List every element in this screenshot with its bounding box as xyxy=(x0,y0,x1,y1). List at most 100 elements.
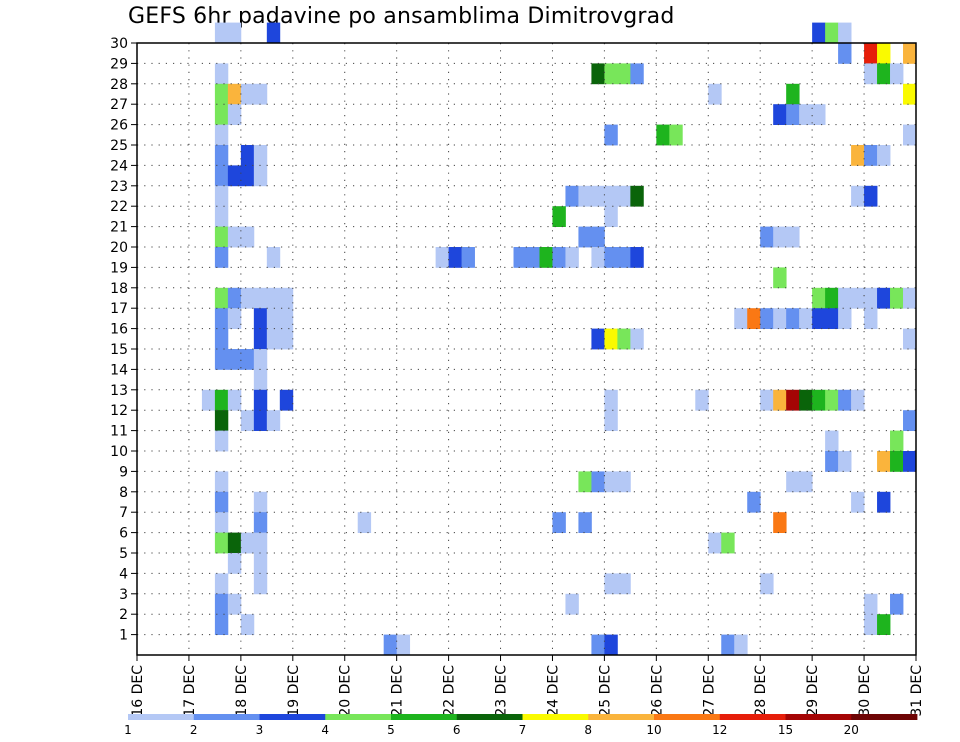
heatmap-cell xyxy=(253,389,268,411)
y-tick-label: 22 xyxy=(110,199,128,215)
y-tick-label: 12 xyxy=(110,403,128,419)
heatmap-cell xyxy=(591,634,605,656)
heatmap-cell xyxy=(617,471,631,493)
heatmap-cell xyxy=(669,124,683,146)
heatmap-cell xyxy=(812,389,826,411)
heatmap-cell xyxy=(253,165,268,187)
x-tick-label: 22 DEC xyxy=(442,665,458,717)
heatmap-cell xyxy=(630,247,644,268)
y-tick-label: 3 xyxy=(119,587,128,603)
heatmap-cell xyxy=(604,471,618,493)
heatmap-cell xyxy=(630,185,644,207)
heatmap-cell xyxy=(604,410,618,431)
x-tick-label: 21 DEC xyxy=(390,665,406,717)
heatmap-cell xyxy=(578,471,592,493)
y-tick-label: 4 xyxy=(119,566,128,582)
heatmap-cell xyxy=(227,165,242,187)
heatmap-cell xyxy=(240,226,255,248)
heatmap-cell xyxy=(266,410,281,431)
heatmap-cell xyxy=(773,226,787,248)
colorbar-label: 4 xyxy=(321,723,329,737)
heatmap-cell xyxy=(825,22,839,44)
heatmap-cell xyxy=(227,308,242,329)
heatmap-cell xyxy=(864,593,878,615)
colorbar-label: 7 xyxy=(519,723,527,737)
heatmap-cell xyxy=(851,185,865,207)
heatmap-cell xyxy=(214,104,229,125)
colorbar-swatch xyxy=(719,714,786,720)
heatmap-cell xyxy=(552,247,566,268)
heatmap-cell xyxy=(786,83,800,105)
heatmap-cell xyxy=(786,226,800,248)
heatmap-cell xyxy=(253,369,268,391)
heatmap-cell xyxy=(877,43,891,64)
heatmap-cell xyxy=(214,22,229,44)
heatmap-cell xyxy=(890,451,904,472)
heatmap-cell xyxy=(825,308,839,329)
heatmap-cell xyxy=(214,593,229,615)
heatmap-cell xyxy=(799,308,813,329)
heatmap-cell xyxy=(864,63,878,85)
heatmap-cell xyxy=(253,287,268,309)
heatmap-cell xyxy=(617,247,631,268)
colorbar-swatch xyxy=(193,714,260,720)
heatmap-cell xyxy=(578,512,592,533)
heatmap-cell xyxy=(760,226,774,248)
heatmap-cell xyxy=(435,247,449,268)
y-tick-label: 14 xyxy=(110,362,128,378)
heatmap-cell xyxy=(773,104,787,125)
heatmap-cell xyxy=(227,349,242,370)
heatmap-cell xyxy=(240,410,255,431)
y-tick-label: 8 xyxy=(119,485,128,501)
heatmap-cell xyxy=(812,287,826,309)
x-tick-label: 27 DEC xyxy=(701,665,717,717)
y-tick-label: 28 xyxy=(110,77,128,93)
heatmap-cell xyxy=(214,430,229,452)
y-tick-label: 5 xyxy=(119,546,128,562)
heatmap-cell xyxy=(903,287,917,309)
colorbar-swatch xyxy=(259,714,326,720)
heatmap-cell xyxy=(227,83,242,105)
y-tick-label: 17 xyxy=(110,301,128,317)
heatmap-cell xyxy=(552,512,566,533)
heatmap-cell xyxy=(838,22,852,44)
heatmap-cell xyxy=(851,145,865,166)
heatmap-cell xyxy=(279,328,294,350)
colorbar-label: 3 xyxy=(256,723,264,737)
heatmap-cell xyxy=(591,185,605,207)
heatmap-cell xyxy=(786,104,800,125)
heatmap-cell xyxy=(565,185,579,207)
heatmap-cell xyxy=(838,43,852,64)
heatmap-cell xyxy=(565,247,579,268)
heatmap-cell xyxy=(279,389,294,411)
y-tick-label: 13 xyxy=(110,383,128,399)
heatmap-cell xyxy=(877,287,891,309)
x-tick-label: 25 DEC xyxy=(597,665,613,717)
heatmap-cell xyxy=(214,389,229,411)
heatmap-cell xyxy=(214,614,229,635)
heatmap-cell xyxy=(214,287,229,309)
heatmap-cell xyxy=(513,247,527,268)
heatmap-cell xyxy=(227,389,242,411)
y-tick-label: 7 xyxy=(119,505,128,521)
y-tick-label: 25 xyxy=(110,138,128,154)
heatmap-cell xyxy=(266,22,281,44)
heatmap-cell xyxy=(773,389,787,411)
heatmap-cell xyxy=(266,287,281,309)
heatmap-cell xyxy=(214,532,229,554)
heatmap-cell xyxy=(864,185,878,207)
heatmap-cell xyxy=(877,63,891,85)
heatmap-cell xyxy=(214,247,229,268)
heatmap-cell xyxy=(617,185,631,207)
heatmap-cell xyxy=(786,471,800,493)
x-tick-label: 24 DEC xyxy=(545,665,561,717)
x-tick-label: 26 DEC xyxy=(649,665,665,717)
heatmap-cell xyxy=(604,206,618,227)
heatmap-cell xyxy=(656,124,670,146)
heatmap-cell xyxy=(591,247,605,268)
x-tick-label: 20 DEC xyxy=(338,665,354,717)
y-tick-label: 23 xyxy=(110,179,128,195)
y-tick-label: 15 xyxy=(110,342,128,358)
heatmap-cell xyxy=(838,287,852,309)
heatmap-cell xyxy=(227,553,242,574)
